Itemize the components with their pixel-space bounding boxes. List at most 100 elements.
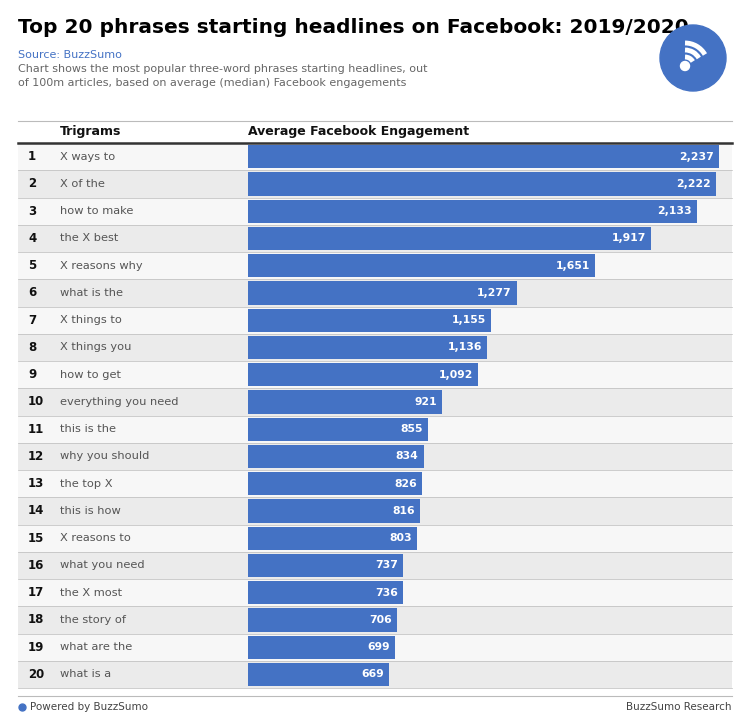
- Bar: [18, 170, 732, 197]
- Text: the story of: the story of: [60, 615, 126, 625]
- Bar: [248, 391, 442, 414]
- Text: this is how: this is how: [60, 506, 121, 516]
- Text: the X most: the X most: [60, 587, 122, 597]
- Bar: [18, 143, 732, 170]
- Text: the top X: the top X: [60, 479, 112, 489]
- Text: 12: 12: [28, 450, 44, 463]
- Text: 921: 921: [414, 397, 436, 407]
- Text: 669: 669: [361, 669, 384, 679]
- Text: 16: 16: [28, 559, 44, 572]
- Text: why you should: why you should: [60, 452, 149, 462]
- Text: 20: 20: [28, 668, 44, 681]
- Bar: [18, 388, 732, 416]
- Text: the X best: the X best: [60, 233, 118, 243]
- Bar: [18, 498, 732, 525]
- Text: 855: 855: [400, 424, 423, 434]
- Bar: [18, 443, 732, 470]
- Bar: [248, 581, 403, 605]
- Bar: [248, 254, 596, 277]
- Text: what are the: what are the: [60, 642, 132, 652]
- Text: 10: 10: [28, 396, 44, 409]
- Text: 736: 736: [375, 587, 398, 597]
- Bar: [18, 551, 732, 579]
- Text: Trigrams: Trigrams: [60, 126, 122, 139]
- Bar: [248, 309, 491, 332]
- Text: Chart shows the most popular three-word phrases starting headlines, out
of 100m : Chart shows the most popular three-word …: [18, 64, 427, 88]
- Text: 4: 4: [28, 232, 36, 245]
- Text: 3: 3: [28, 205, 36, 218]
- Text: 1,092: 1,092: [439, 370, 472, 380]
- Bar: [0, 121, 750, 143]
- Text: 1,155: 1,155: [452, 315, 486, 325]
- Text: 1,277: 1,277: [477, 288, 512, 298]
- Text: 816: 816: [392, 506, 415, 516]
- Text: 15: 15: [28, 531, 44, 545]
- Bar: [248, 145, 718, 168]
- Text: 1,136: 1,136: [448, 342, 482, 353]
- Text: 834: 834: [396, 452, 418, 462]
- Text: 7: 7: [28, 314, 36, 327]
- Text: Top 20 phrases starting headlines on Facebook: 2019/2020: Top 20 phrases starting headlines on Fac…: [18, 18, 688, 37]
- Text: 2: 2: [28, 177, 36, 190]
- Bar: [18, 525, 732, 551]
- Text: 19: 19: [28, 640, 44, 653]
- Text: BuzzSumo Research: BuzzSumo Research: [626, 702, 732, 712]
- Bar: [18, 307, 732, 334]
- Text: what is a: what is a: [60, 669, 111, 679]
- Text: 1,651: 1,651: [556, 261, 590, 271]
- Text: X of the: X of the: [60, 179, 105, 189]
- Bar: [248, 417, 428, 441]
- Text: 737: 737: [375, 560, 398, 570]
- Text: 1,917: 1,917: [612, 233, 646, 243]
- Text: 1: 1: [28, 150, 36, 163]
- Text: 18: 18: [28, 613, 44, 626]
- Bar: [18, 470, 732, 498]
- Text: 2,133: 2,133: [657, 206, 692, 216]
- Text: 6: 6: [28, 286, 36, 299]
- Bar: [18, 416, 732, 443]
- Bar: [248, 635, 395, 658]
- Bar: [248, 200, 697, 223]
- Bar: [18, 579, 732, 606]
- Text: 11: 11: [28, 423, 44, 436]
- Text: 706: 706: [369, 615, 392, 625]
- Text: this is the: this is the: [60, 424, 116, 434]
- Bar: [248, 281, 517, 304]
- Text: X reasons to: X reasons to: [60, 533, 130, 543]
- Text: 826: 826: [394, 479, 417, 489]
- Bar: [248, 172, 716, 195]
- Text: what is the: what is the: [60, 288, 123, 298]
- Bar: [18, 606, 732, 633]
- Text: 5: 5: [28, 259, 36, 272]
- Text: X things to: X things to: [60, 315, 122, 325]
- Bar: [18, 197, 732, 225]
- Bar: [248, 608, 397, 632]
- Text: Source: BuzzSumo: Source: BuzzSumo: [18, 50, 122, 60]
- Text: 2,222: 2,222: [676, 179, 710, 189]
- Text: 9: 9: [28, 368, 36, 381]
- Bar: [18, 361, 732, 388]
- Bar: [248, 554, 403, 577]
- Bar: [248, 336, 487, 359]
- Bar: [248, 227, 652, 250]
- Bar: [248, 363, 478, 386]
- Text: 8: 8: [28, 341, 36, 354]
- Text: 17: 17: [28, 586, 44, 599]
- Text: everything you need: everything you need: [60, 397, 178, 407]
- Text: how to make: how to make: [60, 206, 134, 216]
- Bar: [18, 661, 732, 688]
- Bar: [248, 472, 422, 495]
- Bar: [18, 225, 732, 252]
- Text: how to get: how to get: [60, 370, 121, 380]
- Text: X ways to: X ways to: [60, 151, 116, 162]
- Bar: [18, 633, 732, 661]
- Circle shape: [660, 25, 726, 91]
- Bar: [18, 334, 732, 361]
- Text: X reasons why: X reasons why: [60, 261, 142, 271]
- Circle shape: [680, 62, 689, 70]
- Text: 803: 803: [389, 533, 412, 543]
- Text: Average Facebook Engagement: Average Facebook Engagement: [248, 126, 470, 139]
- Bar: [248, 663, 388, 686]
- Text: 699: 699: [368, 642, 390, 652]
- Text: 13: 13: [28, 477, 44, 490]
